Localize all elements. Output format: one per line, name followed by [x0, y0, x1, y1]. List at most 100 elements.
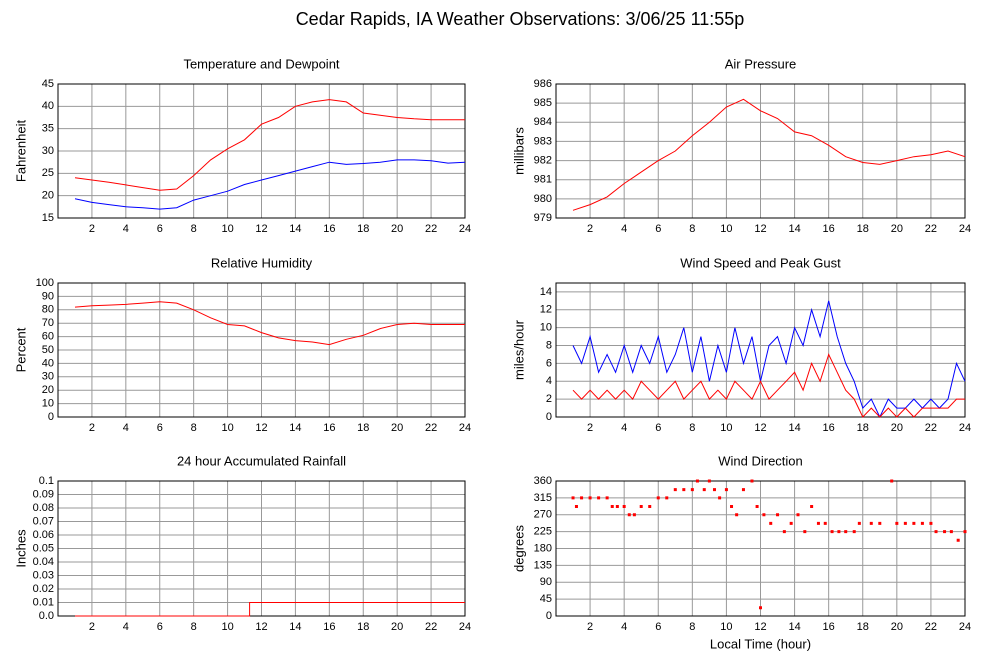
y-tick-label: 983 — [534, 135, 552, 147]
x-tick-label: 24 — [959, 223, 971, 235]
data-point — [759, 606, 762, 610]
data-point — [750, 479, 754, 483]
x-tick-label: 6 — [157, 422, 163, 434]
x-tick-label: 8 — [191, 223, 197, 235]
y-tick-label: 45 — [540, 593, 552, 605]
data-point — [920, 521, 924, 525]
y-tick-label: 50 — [42, 344, 54, 356]
data-point — [571, 496, 575, 500]
y-tick-label: 0 — [48, 411, 54, 423]
data-point — [588, 496, 592, 500]
data-point — [929, 521, 933, 525]
data-point — [605, 496, 609, 500]
data-point — [741, 488, 745, 492]
data-point — [682, 488, 686, 492]
plot-frame — [57, 282, 466, 418]
panel-title: 24 hour Accumulated Rainfall — [177, 453, 346, 468]
data-point — [632, 513, 636, 517]
y-tick-label: 135 — [534, 559, 552, 571]
x-tick-label: 20 — [391, 422, 403, 434]
y-tick-label: 100 — [36, 277, 54, 289]
x-tick-label: 16 — [323, 621, 335, 633]
data-line — [74, 301, 465, 346]
y-tick-label: 12 — [540, 304, 552, 316]
x-tick-label: 8 — [689, 223, 695, 235]
y-tick-label: 90 — [42, 290, 54, 302]
y-tick-label: 35 — [42, 123, 54, 135]
x-tick-label: 10 — [221, 223, 233, 235]
data-point — [580, 496, 584, 500]
x-tick-label: 18 — [357, 621, 369, 633]
y-tick-label: 0.02 — [33, 583, 54, 595]
x-tick-label: 12 — [754, 621, 766, 633]
data-point — [823, 521, 827, 525]
page-title: Cedar Rapids, IA Weather Observations: 3… — [296, 9, 745, 29]
data-point — [830, 530, 834, 534]
y-tick-label: 0 — [546, 411, 552, 423]
y-axis-label: Percent — [13, 327, 28, 372]
x-tick-label: 6 — [655, 422, 661, 434]
panel-title: Temperature and Dewpoint — [183, 56, 339, 71]
x-tick-label: 12 — [754, 422, 766, 434]
x-tick-label: 14 — [289, 621, 301, 633]
y-tick-label: 8 — [546, 339, 552, 351]
x-tick-label: 4 — [123, 422, 129, 434]
x-tick-label: 4 — [621, 223, 627, 235]
data-point — [810, 505, 814, 508]
x-tick-label: 22 — [425, 223, 437, 235]
y-tick-label: 980 — [534, 193, 552, 205]
y-tick-label: 0.07 — [33, 515, 54, 527]
data-point — [903, 521, 907, 525]
x-tick-label: 24 — [959, 422, 971, 434]
y-tick-label: 40 — [42, 357, 54, 369]
data-point — [789, 521, 793, 525]
x-tick-label: 8 — [191, 621, 197, 633]
y-tick-label: 985 — [534, 97, 552, 109]
x-tick-label: 10 — [720, 621, 732, 633]
y-tick-label: 180 — [534, 542, 552, 554]
x-tick-label: 14 — [289, 223, 301, 235]
data-point — [816, 521, 820, 525]
x-tick-label: 16 — [823, 621, 835, 633]
x-tick-label: 6 — [157, 223, 163, 235]
data-point — [755, 505, 759, 508]
y-tick-label: 40 — [42, 100, 54, 112]
y-tick-label: 20 — [42, 384, 54, 396]
data-point — [769, 521, 773, 525]
data-point — [712, 488, 716, 492]
y-tick-label: 982 — [534, 154, 552, 166]
y-tick-label: 225 — [534, 526, 552, 538]
data-point — [656, 496, 660, 500]
x-tick-label: 16 — [823, 223, 835, 235]
data-point — [735, 513, 739, 517]
x-tick-label: 16 — [823, 422, 835, 434]
x-tick-label: 14 — [788, 621, 800, 633]
data-point — [574, 505, 578, 508]
x-tick-label: 12 — [255, 621, 267, 633]
y-tick-label: 10 — [540, 322, 552, 334]
y-tick-label: 30 — [42, 371, 54, 383]
x-tick-label: 14 — [289, 422, 301, 434]
y-tick-label: 4 — [546, 375, 552, 387]
data-point — [844, 530, 848, 534]
x-tick-label: 22 — [925, 223, 937, 235]
y-tick-label: 984 — [534, 116, 552, 128]
x-tick-label: 2 — [89, 223, 95, 235]
y-tick-label: 20 — [42, 190, 54, 202]
y-tick-label: 30 — [42, 145, 54, 157]
y-tick-label: 0 — [546, 610, 552, 622]
panel-title: Relative Humidity — [211, 255, 313, 270]
data-point — [648, 505, 652, 508]
data-point — [949, 530, 953, 534]
x-tick-label: 8 — [191, 422, 197, 434]
data-point — [695, 479, 699, 483]
y-tick-label: 60 — [42, 331, 54, 343]
y-tick-label: 45 — [42, 78, 54, 90]
y-tick-label: 270 — [534, 509, 552, 521]
x-tick-label: 14 — [788, 223, 800, 235]
data-point — [837, 530, 841, 534]
data-point — [803, 530, 807, 534]
y-tick-label: 0.1 — [39, 475, 54, 487]
data-point — [665, 496, 669, 500]
y-tick-label: 0.0 — [39, 610, 54, 622]
